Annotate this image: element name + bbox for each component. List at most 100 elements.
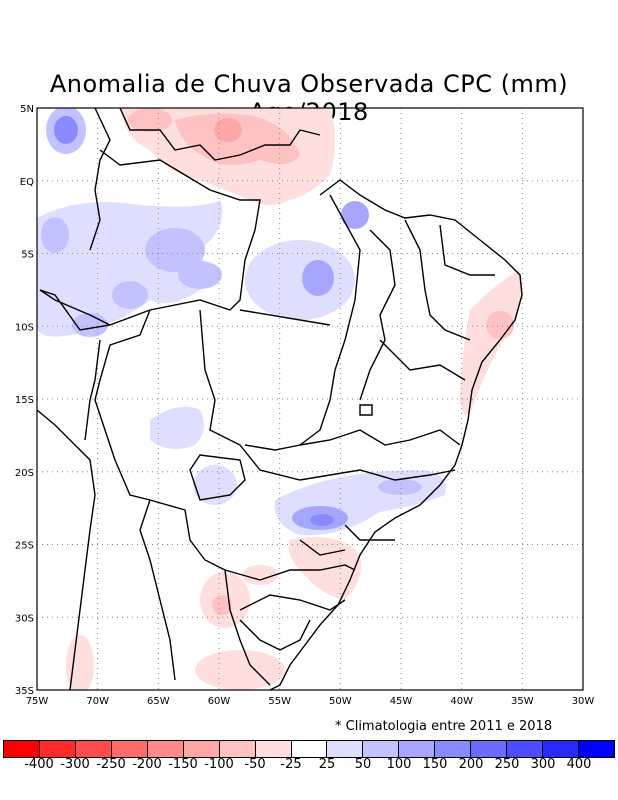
negative-anomaly-area [460, 270, 522, 415]
positive-anomaly-area [112, 281, 148, 309]
state-border [244, 194, 361, 451]
positive-anomaly-area [341, 201, 369, 229]
negative-anomaly-area [195, 650, 285, 690]
longitude-label: 30W [572, 696, 595, 707]
colorbar-swatch [219, 740, 256, 758]
state-border [299, 539, 346, 556]
latitude-label: 10S [15, 322, 34, 333]
positive-anomaly-area [72, 313, 108, 337]
positive-anomaly-area [150, 406, 204, 449]
positive-anomaly-area [302, 260, 334, 296]
negative-anomaly-area [242, 565, 278, 585]
state-border [299, 429, 461, 446]
colorbar-swatch [543, 740, 579, 758]
colorbar-swatch [183, 740, 220, 758]
brazil-west-border [39, 149, 261, 331]
latitude-label: 20S [15, 468, 34, 479]
colorbar-swatch [111, 740, 148, 758]
anomaly-field [37, 108, 522, 690]
colorbar-swatch [399, 740, 436, 758]
colorbar-swatch [39, 740, 76, 758]
climatology-note: * Climatologia entre 2011 e 2018 [335, 719, 553, 734]
colorbar-label: -200 [132, 757, 162, 772]
colorbar-label: 50 [354, 757, 372, 772]
negative-anomaly-area [486, 311, 514, 339]
longitude-label: 45W [390, 696, 413, 707]
bolivia-paraguay-border [94, 309, 261, 581]
colorbar-label: 400 [566, 757, 592, 772]
colorbar-swatch [327, 740, 364, 758]
state-border [359, 229, 396, 401]
colorbar-swatch [147, 740, 184, 758]
positive-anomaly-area [378, 479, 422, 495]
state-border [259, 564, 356, 581]
paraguay-outline [189, 454, 246, 501]
peru-bolivia-border [84, 339, 101, 441]
uruguay-border [239, 594, 346, 611]
argentina-border [139, 499, 176, 681]
state-border [199, 309, 331, 481]
political-borders [37, 108, 523, 690]
colorbar-label: -150 [168, 757, 198, 772]
negative-anomaly-core [214, 118, 242, 142]
uruguay-outline [239, 619, 311, 651]
guianas-border [119, 108, 321, 161]
latitude-label: 5S [21, 250, 34, 261]
longitude-label: 70W [86, 696, 109, 707]
colorbar-swatch [471, 740, 508, 758]
federal-district [359, 404, 373, 416]
colorbar-label: 100 [386, 757, 412, 772]
colorbar-swatch [291, 740, 328, 758]
state-border [404, 219, 471, 341]
colorbar-swatch [579, 740, 615, 758]
state-border [344, 524, 395, 541]
longitude-label: 75W [26, 696, 49, 707]
colorbar-label: -300 [60, 757, 90, 772]
colorbar [3, 740, 615, 758]
state-border [439, 224, 495, 276]
plot-frame [36, 107, 584, 691]
colorbar-label: 250 [494, 757, 520, 772]
colorbar-labels: -400 -300 -250 -200 -150 -100 -50 -25 25 50 100 150… [0, 757, 618, 777]
state-border [239, 309, 331, 326]
latitude-label: 35S [15, 686, 34, 697]
positive-anomaly-core [310, 514, 334, 526]
colorbar-label: 25 [318, 757, 336, 772]
colorbar-label: -250 [96, 757, 126, 772]
latitude-label: 25S [15, 541, 34, 552]
colorbar-swatch [507, 740, 544, 758]
colorbar-label: 150 [422, 757, 448, 772]
positive-anomaly-area [178, 261, 222, 289]
state-border [329, 469, 456, 481]
colorbar-label: 200 [458, 757, 484, 772]
colorbar-label: 300 [530, 757, 556, 772]
colorbar-label: -100 [204, 757, 234, 772]
colorbar-swatch [363, 740, 400, 758]
positive-anomaly-area [145, 228, 205, 272]
positive-anomaly-area [41, 217, 69, 253]
colorbar-label: -50 [244, 757, 266, 772]
latitude-label: 30S [15, 613, 34, 624]
negative-anomaly-area [66, 635, 94, 690]
atlantic-coastline [269, 179, 523, 690]
argentina-border [224, 569, 271, 686]
latitude-labels: 5N EQ 5S 10S 15S 20S 25S 30S 35S [15, 104, 34, 697]
longitude-label: 55W [268, 696, 291, 707]
longitude-label: 40W [450, 696, 473, 707]
colorbar-swatch [75, 740, 112, 758]
positive-anomaly-core [54, 116, 78, 144]
longitude-label: 65W [147, 696, 170, 707]
pacific-coastline [37, 409, 96, 690]
colombia-border [89, 108, 111, 251]
colorbar-swatch [3, 740, 40, 758]
peru-ecuador-border [39, 289, 111, 326]
map-svg: 5N EQ 5S 10S 15S 20S 25S 30S 35S 75W 70W 65W 60W 55W… [15, 104, 595, 707]
colorbar-swatch [435, 740, 472, 758]
longitude-label: 60W [208, 696, 231, 707]
positive-anomaly-area [245, 240, 355, 320]
longitude-label: 35W [511, 696, 534, 707]
colorbar-label: -25 [280, 757, 302, 772]
longitude-label: 50W [329, 696, 352, 707]
latitude-label: 15S [15, 395, 34, 406]
state-border [379, 339, 466, 381]
